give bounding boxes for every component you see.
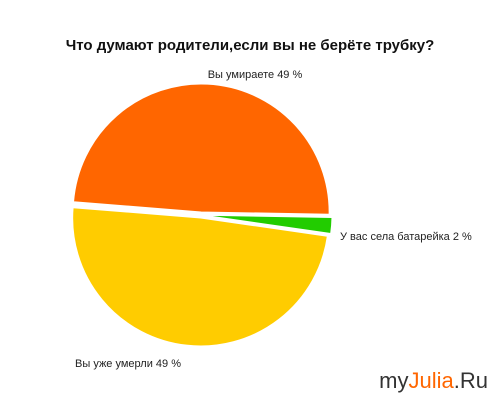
chart-title: Что думают родители,если вы не берёте тр… <box>66 37 435 54</box>
pie-slice <box>203 214 333 235</box>
category-label: Вы уже умерли <box>75 358 153 370</box>
watermark-part: my <box>379 368 408 393</box>
slice-label: Вы умираете 49 % <box>208 69 303 81</box>
slice-label: У вас села батарейка 2 % <box>340 231 472 243</box>
value-label: 49 % <box>277 69 302 81</box>
watermark: myJulia.Ru <box>379 368 488 393</box>
slice-label: Вы уже умерли 49 % <box>75 358 181 370</box>
category-label: Вы умираете <box>208 69 274 81</box>
pie-slice <box>72 207 328 347</box>
watermark-part: .Ru <box>454 368 488 393</box>
value-label: 49 % <box>156 358 181 370</box>
watermark-part: Julia <box>409 368 455 393</box>
category-label: У вас села батарейка <box>340 231 451 243</box>
value-label: 2 % <box>453 231 472 243</box>
pie-slice <box>73 83 330 215</box>
